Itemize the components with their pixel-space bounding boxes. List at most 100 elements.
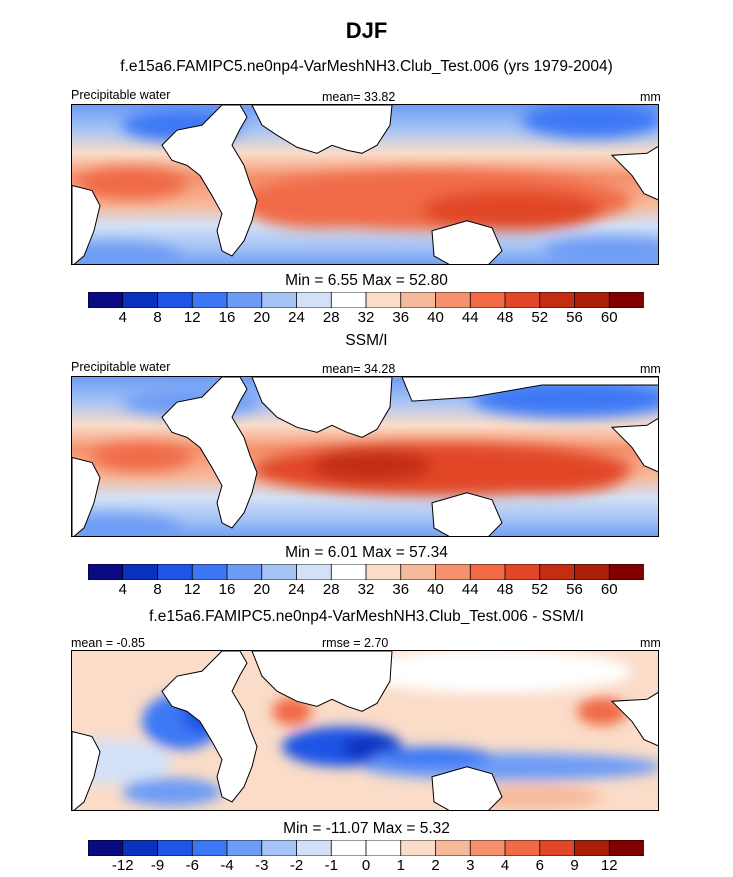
colorbar-tick-label: 8 bbox=[153, 309, 162, 326]
colorbar-tick-label: 32 bbox=[357, 309, 375, 326]
colorbar-tick-label: 4 bbox=[500, 857, 510, 874]
panel2-min-max: Min = 6.01 Max = 57.34 bbox=[285, 544, 448, 561]
panel2-mean-label: mean= 34.28 bbox=[322, 362, 396, 376]
colorbar-box bbox=[574, 292, 611, 308]
colorbar-box bbox=[157, 564, 194, 580]
panel1-subtitle: f.e15a6.FAMIPC5.ne0np4-VarMeshNH3.Club_T… bbox=[120, 58, 613, 75]
panel2-variable-label: Precipitable water bbox=[71, 360, 171, 374]
colorbar-box bbox=[191, 292, 228, 308]
colorbar-box bbox=[435, 292, 472, 308]
colorbar-tick-label: 1 bbox=[396, 857, 405, 874]
colorbar-tick-label: -6 bbox=[185, 857, 199, 874]
colorbar-tick-label: 12 bbox=[600, 857, 618, 874]
panel2-colorbar bbox=[88, 564, 644, 580]
colorbar-box bbox=[400, 564, 437, 580]
colorbar-box bbox=[296, 564, 333, 580]
colorbar-box bbox=[261, 564, 298, 580]
colorbar-tick-label: -9 bbox=[150, 857, 165, 874]
colorbar-box bbox=[539, 840, 576, 856]
colorbar-box bbox=[469, 840, 506, 856]
colorbar-tick-label: 20 bbox=[253, 309, 271, 326]
panel3-colorbar bbox=[88, 840, 644, 856]
colorbar-tick-label: 36 bbox=[392, 581, 410, 598]
colorbar-tick-label: -3 bbox=[255, 857, 269, 874]
colorbar-tick-label: 60 bbox=[600, 581, 618, 598]
colorbar-tick-label: 0 bbox=[361, 857, 371, 874]
colorbar-box bbox=[504, 840, 541, 856]
colorbar-tick-label: 56 bbox=[566, 581, 583, 598]
colorbar-tick-label: 16 bbox=[218, 581, 236, 598]
colorbar-box bbox=[157, 292, 194, 308]
panel3-min-max: Min = -11.07 Max = 5.32 bbox=[283, 820, 450, 837]
colorbar-box bbox=[226, 840, 263, 856]
colorbar-tick-label: 12 bbox=[183, 581, 201, 598]
panel2-map bbox=[71, 376, 659, 537]
colorbar-box bbox=[296, 840, 333, 856]
colorbar-box bbox=[261, 292, 298, 308]
colorbar-box bbox=[122, 292, 159, 308]
colorbar-box bbox=[330, 840, 367, 856]
colorbar-tick-label: 4 bbox=[118, 309, 127, 326]
colorbar-box bbox=[504, 292, 541, 308]
colorbar-tick-label: 8 bbox=[153, 581, 162, 598]
colorbar-tick-label: 36 bbox=[392, 309, 410, 326]
colorbar-tick-label: 48 bbox=[496, 309, 514, 326]
colorbar-box bbox=[539, 564, 576, 580]
panel1-min-max: Min = 6.55 Max = 52.80 bbox=[285, 272, 448, 289]
colorbar-box bbox=[574, 564, 611, 580]
colorbar-box bbox=[157, 840, 194, 856]
colorbar-box bbox=[435, 840, 472, 856]
colorbar-box bbox=[226, 564, 263, 580]
panel3-mean-label: mean = -0.85 bbox=[71, 636, 146, 650]
panel1-colorbar bbox=[88, 292, 644, 308]
colorbar-box bbox=[365, 292, 402, 308]
colorbar-box bbox=[330, 292, 367, 308]
colorbar-tick-label: -4 bbox=[220, 857, 234, 874]
colorbar-box bbox=[88, 840, 124, 856]
colorbar-box bbox=[88, 564, 124, 580]
panel2-subtitle: SSM/I bbox=[345, 332, 388, 349]
colorbar-box bbox=[504, 564, 541, 580]
figure-title: DJF bbox=[345, 18, 388, 43]
colorbar-box bbox=[365, 840, 402, 856]
panel1-map bbox=[71, 104, 659, 265]
colorbar-tick-label: 40 bbox=[427, 309, 444, 326]
colorbar-tick-label: 52 bbox=[531, 581, 549, 598]
colorbar-tick-label: 9 bbox=[570, 857, 579, 874]
colorbar-box bbox=[191, 840, 228, 856]
panel3-rmse-label: rmse = 2.70 bbox=[322, 636, 389, 650]
colorbar-box bbox=[469, 564, 506, 580]
colorbar-box bbox=[608, 564, 644, 580]
colorbar-tick-label: 60 bbox=[600, 309, 618, 326]
colorbar-tick-label: 4 bbox=[118, 581, 127, 598]
colorbar-tick-label: 6 bbox=[535, 857, 544, 874]
colorbar-tick-label: 28 bbox=[322, 309, 340, 326]
colorbar-box bbox=[608, 292, 644, 308]
panel2-units-label: mm bbox=[640, 362, 661, 376]
colorbar-tick-label: -1 bbox=[324, 857, 338, 874]
colorbar-box bbox=[261, 840, 298, 856]
colorbar-tick-label: 2 bbox=[431, 857, 440, 874]
colorbar-tick-label: 12 bbox=[183, 309, 201, 326]
colorbar-box bbox=[330, 564, 367, 580]
panel3-units-label: mm bbox=[640, 636, 661, 650]
colorbar-tick-label: -2 bbox=[289, 857, 304, 874]
colorbar-box bbox=[365, 564, 402, 580]
colorbar-tick-label: 28 bbox=[322, 581, 340, 598]
colorbar-box bbox=[122, 564, 159, 580]
colorbar-box bbox=[435, 564, 472, 580]
colorbar-tick-label: 20 bbox=[253, 581, 271, 598]
colorbar-box bbox=[226, 292, 263, 308]
colorbar-box bbox=[574, 840, 611, 856]
colorbar-tick-label: 56 bbox=[566, 309, 583, 326]
colorbar-box bbox=[608, 840, 644, 856]
colorbar-tick-label: 44 bbox=[461, 581, 479, 598]
colorbar-box bbox=[469, 292, 506, 308]
colorbar-box bbox=[88, 292, 124, 308]
colorbar-tick-label: 40 bbox=[427, 581, 444, 598]
colorbar-box bbox=[296, 292, 333, 308]
colorbar-box bbox=[400, 292, 437, 308]
panel1-variable-label: Precipitable water bbox=[71, 88, 171, 102]
colorbar-tick-label: 24 bbox=[288, 309, 305, 326]
colorbar-tick-label: 52 bbox=[531, 309, 549, 326]
